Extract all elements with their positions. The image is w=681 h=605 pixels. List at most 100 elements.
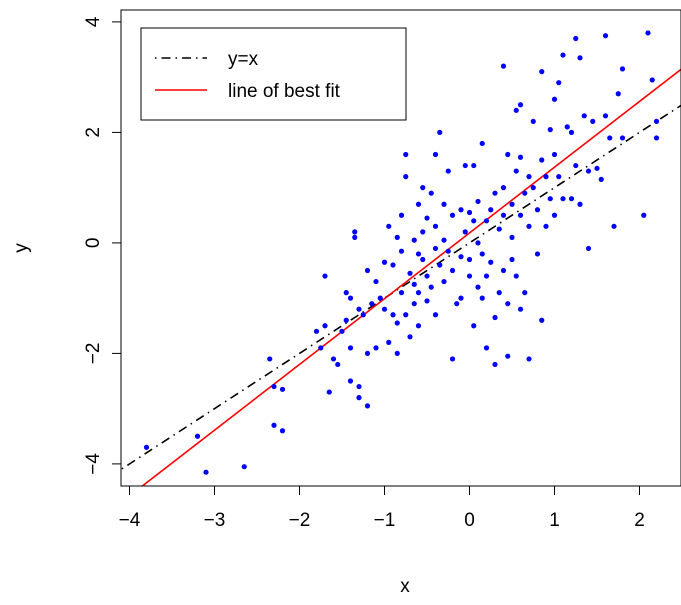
data-point xyxy=(539,317,545,323)
data-point xyxy=(420,185,426,191)
data-point xyxy=(403,151,409,158)
data-point xyxy=(653,118,660,124)
data-point xyxy=(560,52,566,58)
legend-box xyxy=(140,27,407,121)
data-point xyxy=(492,190,498,196)
data-point xyxy=(462,229,468,235)
data-point xyxy=(343,317,349,323)
data-point xyxy=(479,251,485,257)
data-point xyxy=(394,350,400,356)
data-point xyxy=(373,278,379,285)
data-point xyxy=(543,223,549,229)
x-tick-label: 1 xyxy=(549,510,560,531)
data-point xyxy=(398,212,405,218)
legend-label-best-fit: line of best fit xyxy=(228,81,341,102)
data-point xyxy=(488,207,494,213)
data-point xyxy=(194,433,201,439)
data-point xyxy=(513,107,519,113)
data-point xyxy=(437,129,443,135)
data-point xyxy=(513,168,519,174)
data-point xyxy=(407,270,413,276)
data-point xyxy=(509,201,515,207)
data-point xyxy=(381,259,388,265)
data-point xyxy=(598,176,604,182)
data-point xyxy=(279,386,286,392)
y-tick-label: 4 xyxy=(83,16,104,27)
data-point xyxy=(471,323,477,329)
x-tick-label: −4 xyxy=(119,510,141,531)
data-point xyxy=(267,356,273,362)
data-point xyxy=(509,256,515,263)
data-point xyxy=(381,306,388,312)
data-point xyxy=(420,256,426,263)
data-point xyxy=(556,174,562,180)
data-point xyxy=(547,127,553,133)
x-axis-title: x xyxy=(400,576,410,597)
data-point xyxy=(330,356,337,362)
data-point xyxy=(356,306,362,312)
data-point xyxy=(394,320,400,326)
data-point xyxy=(530,118,536,124)
data-point xyxy=(449,356,456,362)
data-point xyxy=(573,35,579,42)
data-point xyxy=(398,290,405,296)
data-point xyxy=(441,237,447,243)
data-point xyxy=(390,312,396,318)
data-point xyxy=(483,345,490,351)
data-point xyxy=(551,151,558,158)
data-point xyxy=(479,295,485,301)
data-point xyxy=(517,306,524,312)
x-tick-label: 2 xyxy=(634,510,645,531)
data-point xyxy=(471,162,477,169)
data-point xyxy=(556,80,562,86)
data-point xyxy=(415,201,422,207)
data-point xyxy=(428,190,434,196)
data-point xyxy=(347,295,354,301)
data-point xyxy=(432,245,439,252)
data-point xyxy=(615,91,621,97)
y-axis-title: y xyxy=(11,243,32,253)
data-point xyxy=(534,251,541,257)
data-point xyxy=(458,207,464,213)
data-point xyxy=(530,185,536,191)
series-layer xyxy=(121,30,681,486)
data-point xyxy=(386,223,392,229)
data-point xyxy=(360,312,366,318)
data-point xyxy=(641,212,647,218)
data-point xyxy=(347,378,354,384)
data-point xyxy=(611,223,617,229)
data-point xyxy=(509,234,515,240)
data-point xyxy=(271,422,277,428)
data-point xyxy=(543,174,549,180)
data-point xyxy=(505,151,511,158)
y-tick-label: 2 xyxy=(83,127,104,138)
data-point xyxy=(449,267,456,274)
data-point xyxy=(547,196,553,202)
data-point xyxy=(386,339,392,345)
data-point xyxy=(560,196,566,202)
data-point xyxy=(517,212,524,218)
data-point xyxy=(437,262,443,268)
data-point xyxy=(551,212,558,218)
data-point xyxy=(517,154,524,160)
data-point xyxy=(203,469,209,475)
data-point xyxy=(479,140,485,147)
data-point xyxy=(322,273,328,279)
data-point xyxy=(143,444,150,450)
x-tick-label: 0 xyxy=(464,510,475,531)
x-tick-label: −1 xyxy=(374,510,396,531)
data-point xyxy=(573,162,579,169)
data-point xyxy=(432,151,439,158)
data-point xyxy=(653,135,660,141)
data-point xyxy=(475,198,481,205)
data-point xyxy=(313,328,320,334)
data-point xyxy=(441,201,447,207)
data-point xyxy=(415,290,422,296)
data-point xyxy=(466,256,473,263)
data-point xyxy=(602,113,609,119)
data-point xyxy=(564,124,570,130)
x-tick-label: −3 xyxy=(204,510,226,531)
data-point xyxy=(607,135,613,141)
y-tick-label: −2 xyxy=(83,343,104,365)
